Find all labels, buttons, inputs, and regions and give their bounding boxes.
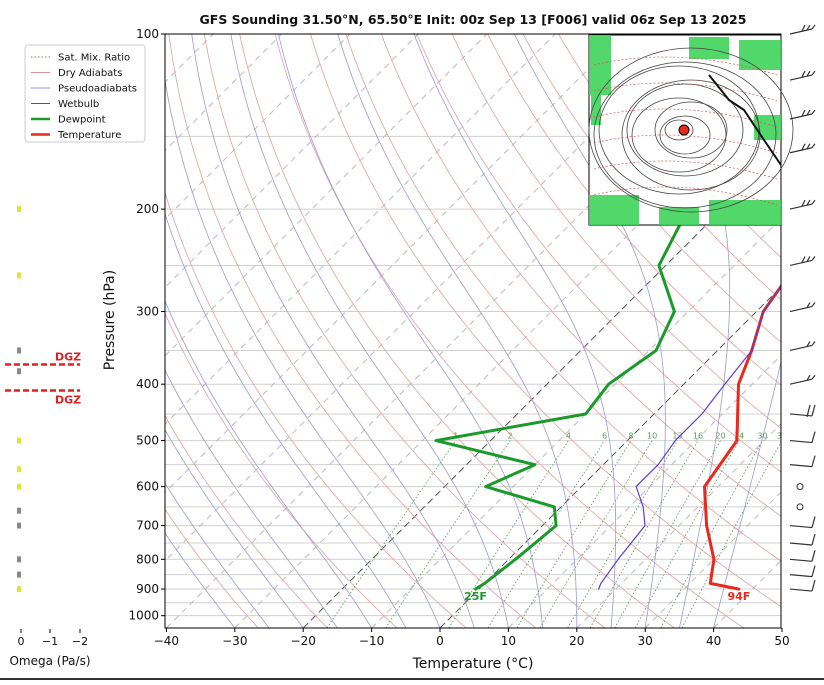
omega-bar [17,272,21,278]
legend-label: Temperature [57,130,121,141]
surface-label: 94F [727,590,750,603]
x-tick-label: 40 [706,634,721,648]
omega-bar [17,466,21,472]
y-tick-label: 900 [136,582,159,596]
inset-map [589,35,793,225]
omega-bar [17,206,21,212]
y-tick-label: 1000 [128,609,159,623]
omega-bar [17,556,21,562]
chart-title: GFS Sounding 31.50°N, 65.50°E Init: 00z … [200,12,747,27]
mixing-ratio-label: 6 [602,432,607,441]
inset-location-marker [679,125,689,135]
mixing-ratio-label: 30 [757,432,767,441]
y-tick-label: 200 [136,202,159,216]
omega-tick-label: −2 [72,635,88,648]
x-tick-label: 0 [436,634,444,648]
omega-tick-label: −1 [42,635,58,648]
y-tick-label: 100 [136,27,159,41]
mixing-ratio-label: 16 [693,432,703,441]
y-tick-label: 800 [136,552,159,566]
legend: Sat. Mix. Ratio Dry Adiabats Pseudoadiabat… [25,45,145,142]
mixing-ratio-label: 10 [647,432,657,441]
omega-bar [17,572,21,578]
mixing-ratio-label: 4 [566,432,571,441]
legend-label: Pseudoadiabats [58,84,137,95]
y-tick-label: 300 [136,305,159,319]
legend-label: Sat. Mix. Ratio [58,53,130,64]
omega-bar [17,586,21,592]
legend-label: Dry Adiabats [58,68,122,79]
y-tick-label: 400 [136,377,159,391]
x-tick-label: 30 [638,634,653,648]
y-tick-label: 600 [136,480,159,494]
mixing-ratio-label: 20 [715,432,725,441]
omega-bar [17,484,21,490]
x-tick-label: −40 [154,634,179,648]
x-tick-label: 20 [569,634,584,648]
x-tick-label: −10 [359,634,384,648]
dgz-label: DGZ [55,393,81,406]
omega-bar [17,368,21,374]
y-tick-label: 700 [136,519,159,533]
x-tick-label: 10 [501,634,516,648]
mixing-ratio-label: 8 [628,432,633,441]
omega-bar [17,523,21,529]
dgz-label: DGZ [55,351,81,364]
omega-bar [17,508,21,514]
inset-precip-area [739,40,781,70]
legend-label: Wetbulb [58,99,99,110]
x-axis-label: Temperature (°C) [412,656,534,672]
legend-label: Dewpoint [58,115,106,126]
omega-tick-label: 0 [18,635,25,648]
x-tick-label: −30 [222,634,247,648]
y-axis-label: Pressure (hPa) [102,270,118,370]
mixing-ratio-label: 13 [672,432,682,441]
omega-bar [17,438,21,444]
omega-axis-label: Omega (Pa/s) [9,654,90,668]
inset-precip-area [709,200,781,225]
x-tick-label: 50 [774,634,789,648]
inset-precip-area [589,35,611,95]
inset-precip-area [589,195,639,225]
x-tick-label: −20 [291,634,316,648]
surface-label: 25F [464,590,487,603]
mixing-ratio-label: 2 [508,432,513,441]
y-tick-label: 500 [136,434,159,448]
omega-bar [17,347,21,353]
